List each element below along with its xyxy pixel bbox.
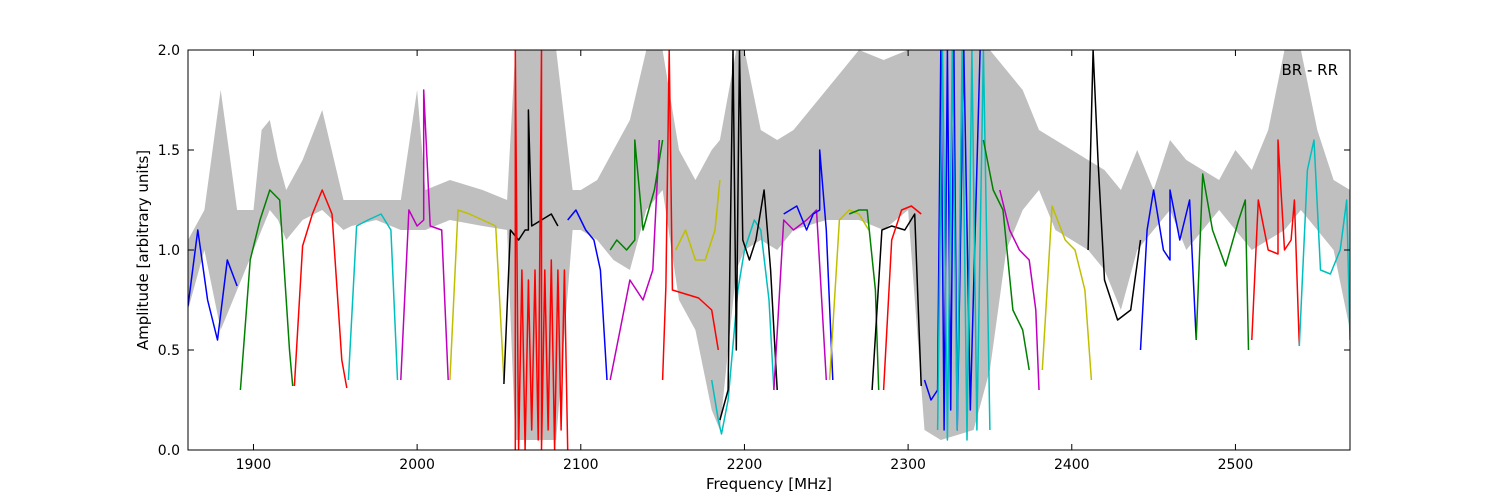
series-line-20 bbox=[871, 213, 922, 391]
x-tick-label: 1900 bbox=[236, 457, 272, 473]
x-tick-label: 2100 bbox=[563, 457, 599, 473]
y-tick-label: 0.0 bbox=[158, 443, 180, 459]
series-line-2 bbox=[239, 189, 294, 391]
y-tick-label: 1.0 bbox=[158, 243, 180, 259]
plot-annotation: BR - RR bbox=[1281, 61, 1338, 79]
series-line-28 bbox=[1139, 189, 1197, 351]
series-line-25 bbox=[999, 189, 1040, 391]
series-line-30 bbox=[1251, 139, 1301, 347]
series-line-4 bbox=[347, 213, 399, 381]
series-line-6 bbox=[449, 209, 505, 381]
x-tick-label: 2200 bbox=[727, 457, 763, 473]
series-line-26 bbox=[1041, 205, 1093, 381]
series-line-17 bbox=[783, 149, 834, 381]
y-axis-label: Amplitude [arbitrary units] bbox=[134, 150, 152, 350]
series-line-16 bbox=[773, 209, 828, 391]
y-axis: 0.0 0.5 1.0 1.5 2.0 bbox=[158, 43, 1350, 459]
series-line-10 bbox=[609, 139, 661, 381]
x-tick-label: 2400 bbox=[1054, 457, 1090, 473]
series-line-11 bbox=[609, 139, 664, 251]
y-tick-label: 1.5 bbox=[158, 143, 180, 159]
x-tick-label: 2000 bbox=[399, 457, 435, 473]
series-line-7 bbox=[503, 109, 559, 385]
series-line-8 bbox=[514, 50, 569, 450]
x-tick-label: 2300 bbox=[890, 457, 926, 473]
series-line-5 bbox=[400, 89, 449, 381]
series-line-31 bbox=[1298, 139, 1350, 347]
series-line-23 bbox=[936, 50, 991, 441]
series-line-15 bbox=[719, 50, 778, 421]
x-axis-label: Frequency [MHz] bbox=[706, 475, 832, 493]
series-line-21 bbox=[882, 205, 922, 391]
x-axis: 1900 2000 2100 2200 2300 2400 2500 bbox=[236, 50, 1254, 473]
x-tick-label: 2500 bbox=[1218, 457, 1254, 473]
y-tick-label: 0.5 bbox=[158, 343, 180, 359]
series-line-12 bbox=[661, 50, 720, 381]
series-line-18 bbox=[828, 209, 870, 381]
series-line-13 bbox=[675, 179, 721, 261]
y-tick-label: 2.0 bbox=[158, 43, 180, 59]
series-line-9 bbox=[567, 209, 608, 381]
series-line-24 bbox=[982, 139, 1030, 371]
series-line-22 bbox=[923, 50, 981, 431]
series-line-3 bbox=[293, 189, 348, 389]
series-line-29 bbox=[1195, 173, 1250, 351]
series-line-27 bbox=[1087, 50, 1142, 321]
series-line-1 bbox=[188, 229, 238, 341]
series-line-14 bbox=[710, 219, 775, 435]
plot-area bbox=[188, 50, 1350, 450]
